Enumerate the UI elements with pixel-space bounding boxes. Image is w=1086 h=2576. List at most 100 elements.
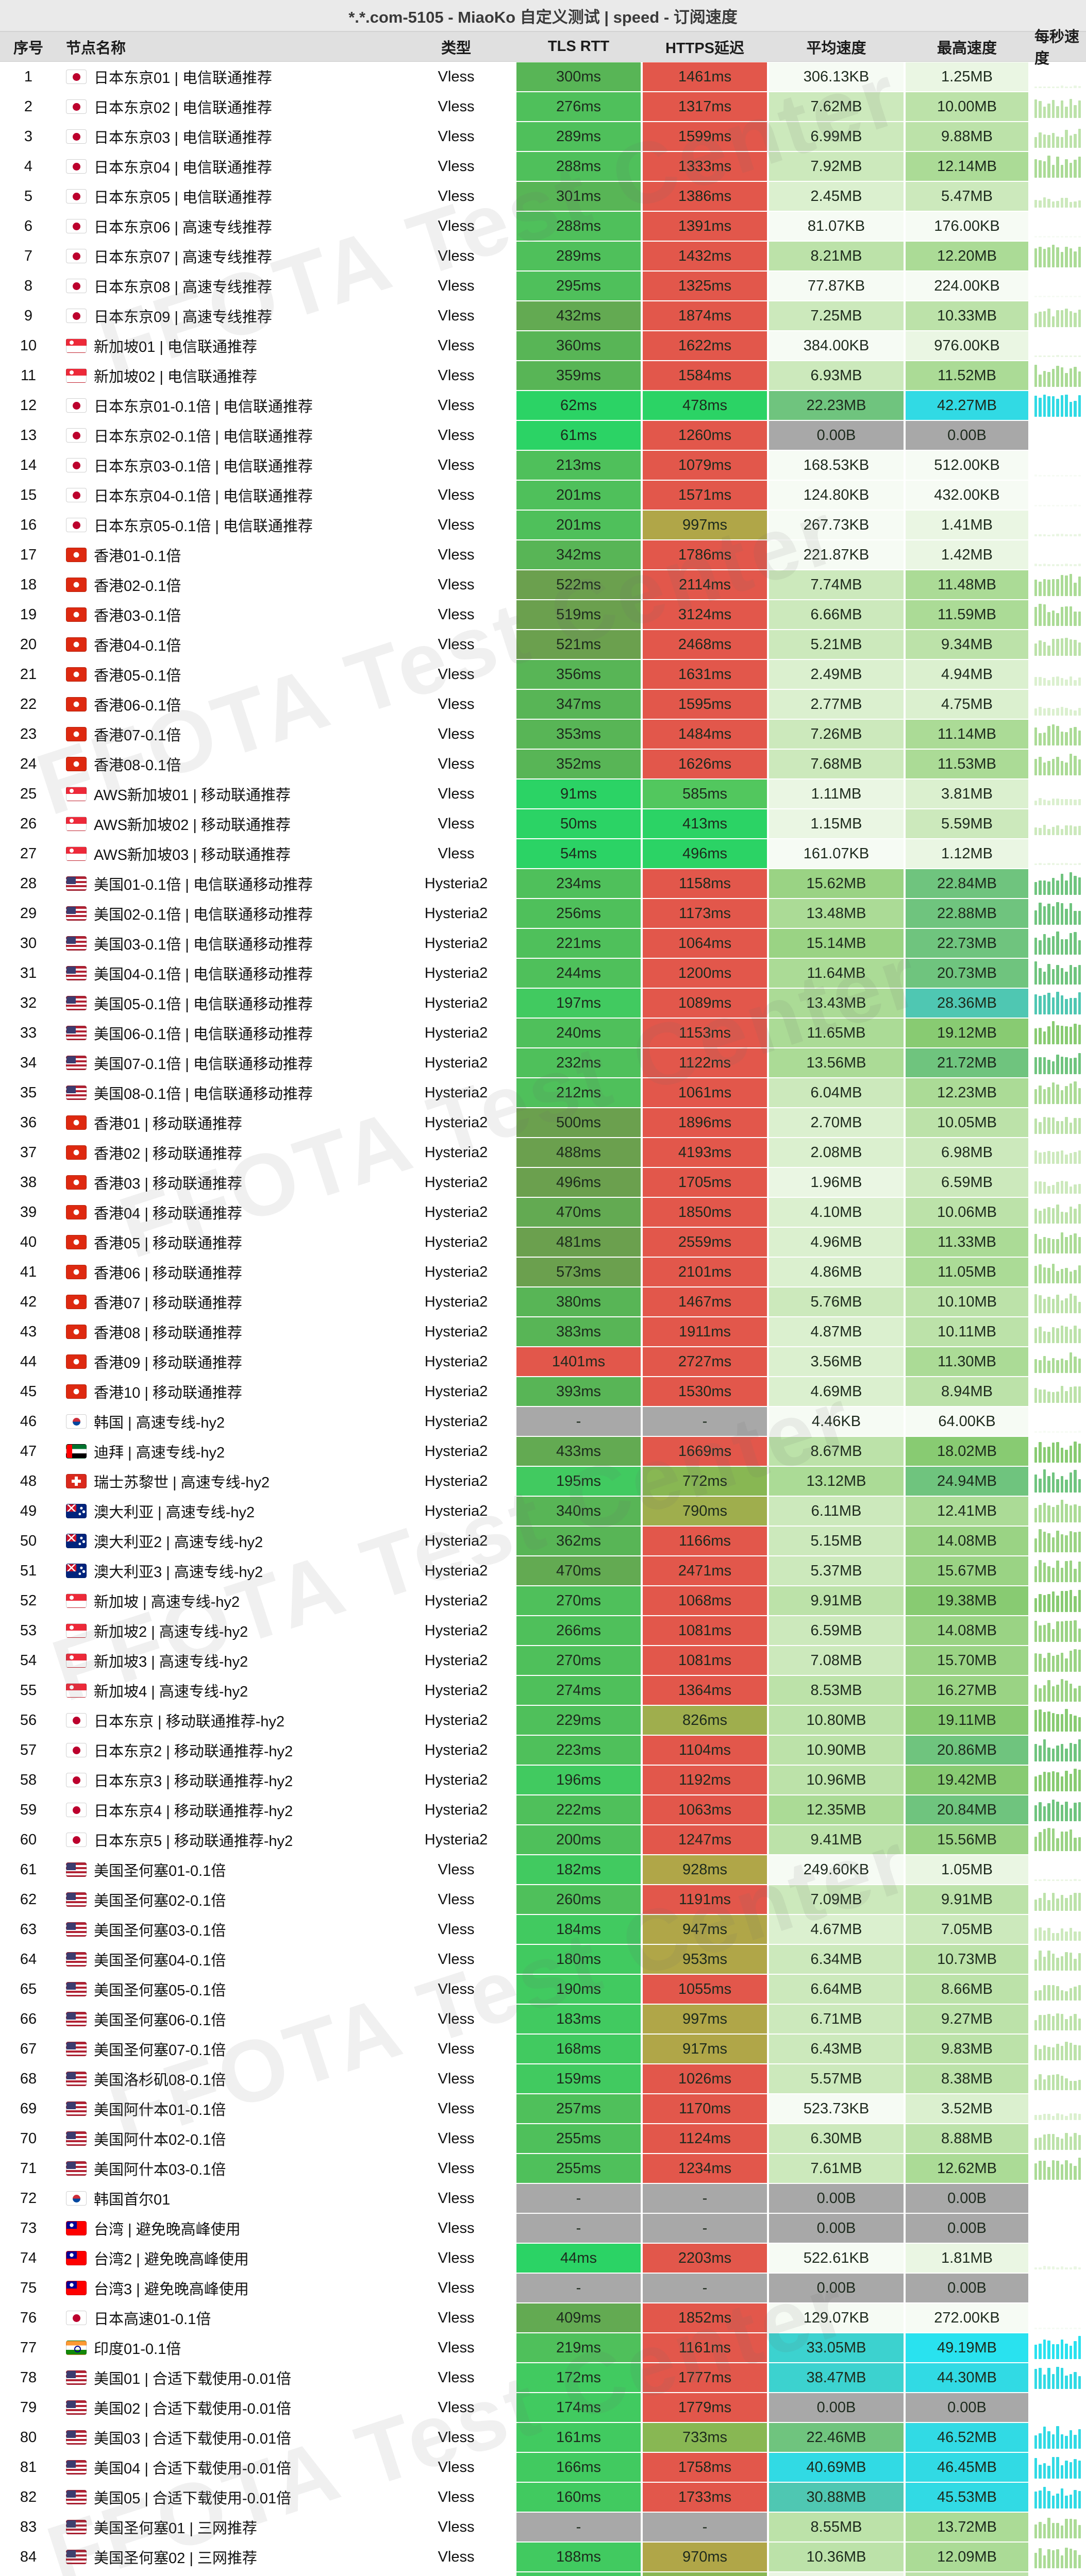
speed-sparkline xyxy=(1029,450,1086,480)
https-latency-value: 1758ms xyxy=(643,2453,767,2482)
speed-sparkline xyxy=(1029,1825,1086,1855)
row-index: 69 xyxy=(20,2100,37,2117)
max-speed-cell: 10.00MB xyxy=(905,92,1029,122)
protocol-type: Vless xyxy=(438,2339,475,2356)
protocol-type: Vless xyxy=(397,2572,515,2576)
max-speed-cell: 4.94MB xyxy=(905,659,1029,689)
row-index: 44 xyxy=(20,1353,37,1370)
https-latency-cell: 1758ms xyxy=(642,2452,768,2482)
protocol-type: Vless xyxy=(438,576,475,593)
country-flag-icon xyxy=(66,578,87,592)
avg-speed-value: 81.07KB xyxy=(769,212,904,241)
max-speed-value: 8.94MB xyxy=(906,1377,1028,1406)
row-index: 54 xyxy=(20,1652,37,1669)
country-flag-icon xyxy=(66,518,87,532)
avg-speed-cell: 0.00B xyxy=(768,2213,905,2243)
node-name-cell: 日本东京02-0.1倍 | 电信联通推荐 xyxy=(57,420,397,450)
max-speed-value: 46.52MB xyxy=(906,2423,1028,2452)
country-flag-icon xyxy=(66,966,87,980)
tls-rtt-value: 340ms xyxy=(516,1497,641,1526)
https-latency-value: 1161ms xyxy=(643,2333,767,2362)
max-speed-cell: 976.00KB xyxy=(905,331,1029,361)
node-name: 美国02-0.1倍 | 电信联通移动推荐 xyxy=(94,907,313,923)
https-latency-cell: 1104ms xyxy=(642,1735,768,1765)
https-latency-cell: 1068ms xyxy=(642,1586,768,1616)
country-flag-icon xyxy=(66,2191,87,2206)
https-latency-cell: 1158ms xyxy=(642,869,768,899)
max-speed-value: 15.56MB xyxy=(906,1825,1028,1854)
speed-sparkline xyxy=(1029,301,1086,331)
node-name-cell: 美国04-0.1倍 | 电信联通移动推荐 xyxy=(57,958,397,988)
avg-speed-cell: 384.00KB xyxy=(768,331,905,361)
row-index: 50 xyxy=(20,1532,37,1549)
node-name: 瑞士苏黎世 | 高速专线-hy2 xyxy=(94,1475,270,1491)
https-latency-cell: 1571ms xyxy=(642,480,768,510)
protocol-type: Vless xyxy=(438,2010,475,2027)
max-speed-cell: 11.59MB xyxy=(905,600,1029,630)
max-speed-value: 9.83MB xyxy=(906,2035,1028,2063)
tls-rtt-cell: 260ms xyxy=(515,1885,642,1914)
avg-speed-value: 40.69MB xyxy=(769,2453,904,2482)
https-latency-value: 1026ms xyxy=(643,2064,767,2093)
avg-speed-value: 6.93MB xyxy=(769,361,904,390)
node-name-cell: 澳大利亚3 | 高速专线-hy2 xyxy=(57,1556,397,1586)
https-latency-cell: - xyxy=(642,2273,768,2303)
tls-rtt-value: 359ms xyxy=(516,361,641,390)
tls-rtt-value: 1401ms xyxy=(516,1347,641,1376)
tls-rtt-value: 182ms xyxy=(516,1855,641,1884)
max-speed-cell: 6.59MB xyxy=(905,1167,1029,1197)
avg-speed-cell: 4.46KB xyxy=(768,1406,905,1436)
avg-speed-value: 6.64MB xyxy=(769,1975,904,2004)
https-latency-value: 1874ms xyxy=(643,301,767,330)
tls-rtt-value: 300ms xyxy=(516,62,641,91)
country-flag-icon xyxy=(66,1325,87,1339)
avg-speed-cell: 22.23MB xyxy=(768,391,905,420)
node-name-cell: 日本东京04-0.1倍 | 电信联通推荐 xyxy=(57,480,397,510)
https-latency-cell: 1055ms xyxy=(642,1974,768,2004)
avg-speed-value: 6.11MB xyxy=(769,1497,904,1526)
https-latency-cell: 1595ms xyxy=(642,689,768,719)
country-flag-icon xyxy=(66,1833,87,1847)
https-latency-value: 1166ms xyxy=(643,1527,767,1555)
speed-sparkline xyxy=(1029,2243,1086,2273)
speed-sparkline xyxy=(1029,2333,1086,2363)
protocol-type: Vless xyxy=(438,68,475,85)
max-speed-cell: 8.88MB xyxy=(905,2124,1029,2154)
node-name: 香港06 | 移动联通推荐 xyxy=(94,1265,242,1282)
https-latency-value: 997ms xyxy=(643,2005,767,2033)
tls-rtt-cell: 362ms xyxy=(515,1526,642,1556)
max-speed-cell: 64.00KB xyxy=(905,1406,1029,1436)
country-flag-icon xyxy=(66,1384,87,1399)
protocol-type: Vless xyxy=(438,337,475,354)
table-row: 17 香港01-0.1倍 Vless 342ms 1786ms 221.87KB… xyxy=(0,540,1086,570)
country-flag-icon xyxy=(66,697,87,711)
https-latency-value: 1234ms xyxy=(643,2154,767,2183)
node-name-cell: 新加坡 | 高速专线-hy2 xyxy=(57,1586,397,1616)
tls-rtt-cell: 255ms xyxy=(515,2154,642,2183)
speed-sparkline xyxy=(1029,2064,1086,2094)
max-speed-cell: 14.08MB xyxy=(905,1526,1029,1556)
protocol-type: Hysteria2 xyxy=(424,935,488,952)
protocol-type: Hysteria2 xyxy=(424,1144,488,1161)
country-flag-icon xyxy=(66,1265,87,1279)
max-speed-value: 11.05MB xyxy=(906,1258,1028,1286)
https-latency-cell: 1599ms xyxy=(642,122,768,151)
avg-speed-value: 1.15MB xyxy=(769,809,904,838)
node-name-cell: 迪拜 | 高速专线-hy2 xyxy=(57,1436,397,1466)
tls-rtt-cell: 1401ms xyxy=(515,1347,642,1377)
max-speed-value: 45.53MB xyxy=(906,2483,1028,2512)
table-row: 26 AWS新加坡02 | 移动联通推荐 Vless 50ms 413ms 1.… xyxy=(0,809,1086,839)
max-speed-value: 0.00B xyxy=(906,2214,1028,2243)
https-latency-cell: 2471ms xyxy=(642,1556,768,1586)
table-row: 70 美国阿什本02-0.1倍 Vless 255ms 1124ms 6.30M… xyxy=(0,2124,1086,2154)
avg-speed-value: 7.08MB xyxy=(769,1646,904,1675)
avg-speed-value: 161.07KB xyxy=(769,839,904,868)
table-row: 73 台湾 | 避免晚高峰使用 Vless - - 0.00B 0.00B xyxy=(0,2213,1086,2243)
protocol-type: Vless xyxy=(438,2309,475,2326)
tls-rtt-cell: 353ms xyxy=(515,719,642,749)
https-latency-cell: 1260ms xyxy=(642,420,768,450)
https-latency-cell: 1247ms xyxy=(642,1825,768,1855)
node-name-cell: 日本东京09 | 高速专线推荐 xyxy=(57,301,397,331)
max-speed-cell: 9.88MB xyxy=(905,122,1029,151)
row-index: 35 xyxy=(20,1084,37,1101)
